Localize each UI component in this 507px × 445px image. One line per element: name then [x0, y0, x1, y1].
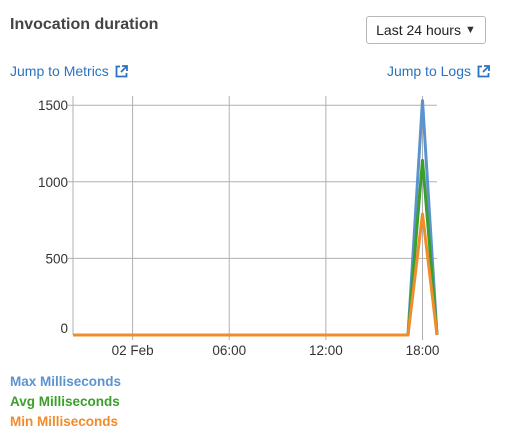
- y-tick-label: 1500: [38, 98, 68, 113]
- x-tick-label: 06:00: [212, 343, 246, 358]
- external-link-icon: [115, 64, 128, 78]
- y-tick-label: 500: [45, 251, 68, 266]
- chart-legend: Max Milliseconds Avg Milliseconds Min Mill…: [10, 372, 121, 432]
- legend-item: Max Milliseconds: [10, 374, 122, 389]
- invocation-duration-chart: 0 500 1000 1500 02 Feb 06:00 12:00 18:00: [38, 96, 440, 358]
- series-line: [73, 212, 439, 337]
- x-tick-label: 12:00: [309, 343, 343, 358]
- legend-item: Min Milliseconds: [10, 414, 119, 429]
- series-line: [73, 158, 439, 337]
- time-range-label: Last 24 hours: [376, 22, 461, 38]
- chevron-down-icon: ▼: [464, 24, 476, 36]
- series-line: [73, 99, 439, 337]
- x-tick-label: 02 Feb: [112, 343, 154, 358]
- time-range-dropdown[interactable]: Last 24 hours ▼: [366, 16, 486, 44]
- external-link-icon: [477, 64, 490, 78]
- widget-title: Invocation duration: [10, 16, 159, 33]
- y-tick-label: 1000: [38, 175, 68, 190]
- x-tick-label: 18:00: [406, 343, 440, 358]
- jump-to-metrics-label: Jump to Metrics: [10, 63, 109, 79]
- jump-to-logs-label: Jump to Logs: [386, 63, 471, 79]
- y-tick-label: 0: [60, 321, 68, 336]
- jump-to-logs-link[interactable]: Jump to Logs: [387, 63, 490, 79]
- legend-item: Avg Milliseconds: [10, 394, 120, 409]
- jump-to-metrics-link[interactable]: Jump to Metrics: [10, 63, 128, 79]
